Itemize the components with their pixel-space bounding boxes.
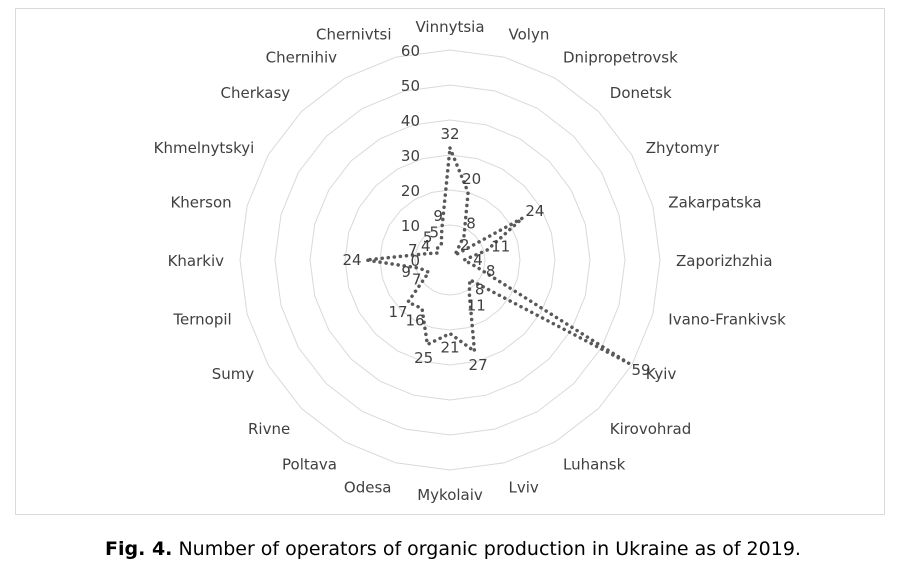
data-label: 5: [423, 229, 433, 247]
data-label: 21: [440, 339, 459, 357]
category-label: Zaporizhzhia: [676, 252, 773, 270]
data-label: 16: [405, 312, 424, 330]
category-label: Vinnytsia: [415, 18, 484, 36]
category-label: Luhansk: [563, 456, 626, 474]
r-tick-label: 0: [410, 252, 420, 270]
series-line: [365, 147, 630, 365]
category-label: Sumy: [212, 365, 255, 383]
r-tick-label: 30: [401, 147, 420, 165]
data-label: 11: [467, 297, 486, 315]
category-label: Odesa: [344, 478, 392, 496]
grid-ring-40: [309, 119, 591, 401]
grid-ring-60: [239, 49, 661, 471]
data-label: 4: [421, 237, 431, 255]
data-label: 24: [342, 251, 361, 269]
r-tick-label: 40: [401, 112, 420, 130]
category-label: Rivne: [248, 420, 290, 438]
r-tick-label: 20: [401, 182, 420, 200]
r-tick-label: 50: [401, 77, 420, 95]
data-label: 9: [401, 263, 411, 281]
category-label: Cherkasy: [221, 84, 291, 102]
category-label: Mykolaiv: [417, 486, 483, 504]
caption-text: Number of operators of organic productio…: [172, 538, 801, 560]
data-label: 8: [466, 215, 476, 233]
caption-prefix: Fig. 4.: [105, 538, 173, 560]
data-label: 20: [462, 170, 481, 188]
grid-ring-50: [274, 84, 626, 436]
data-label: 59: [631, 361, 650, 379]
category-label: Ternopil: [172, 311, 231, 329]
category-label: Khmelnytskyi: [154, 139, 255, 157]
category-label: Kirovohrad: [610, 420, 691, 438]
chart-frame: [15, 8, 885, 515]
data-label: 32: [440, 125, 459, 143]
category-label: Volyn: [509, 26, 550, 44]
data-label: 9: [433, 207, 443, 225]
data-label: 27: [469, 356, 488, 374]
data-label: 11: [491, 237, 510, 255]
data-label: 5: [430, 224, 440, 242]
category-label: Dnipropetrovsk: [563, 48, 678, 66]
category-label: Poltava: [282, 456, 337, 474]
category-label: Chernihiv: [266, 48, 337, 66]
data-label: 17: [388, 303, 407, 321]
category-label: Kharkiv: [168, 252, 225, 270]
data-label: 7: [408, 241, 418, 259]
category-label: Kyiv: [646, 365, 677, 383]
category-label: Donetsk: [610, 84, 672, 102]
data-label: 25: [414, 349, 433, 367]
data-label: 8: [475, 281, 485, 299]
data-label: 8: [486, 262, 496, 280]
category-label: Chernivtsi: [316, 26, 392, 44]
category-label: Lviv: [509, 478, 539, 496]
category-label: Ivano-Frankivsk: [668, 311, 786, 329]
category-label: Kherson: [170, 194, 231, 212]
r-tick-label: 60: [401, 42, 420, 60]
data-label: 24: [525, 202, 544, 220]
figure-caption: Fig. 4. Number of operators of organic p…: [0, 538, 906, 560]
grid-ring-30: [344, 154, 556, 366]
data-label: 7: [412, 270, 422, 288]
category-label: Zakarpatska: [668, 194, 761, 212]
data-label: 2: [460, 236, 470, 254]
r-tick-label: 10: [401, 217, 420, 235]
data-label: 4: [473, 251, 483, 269]
category-label: Zhytomyr: [646, 139, 720, 157]
